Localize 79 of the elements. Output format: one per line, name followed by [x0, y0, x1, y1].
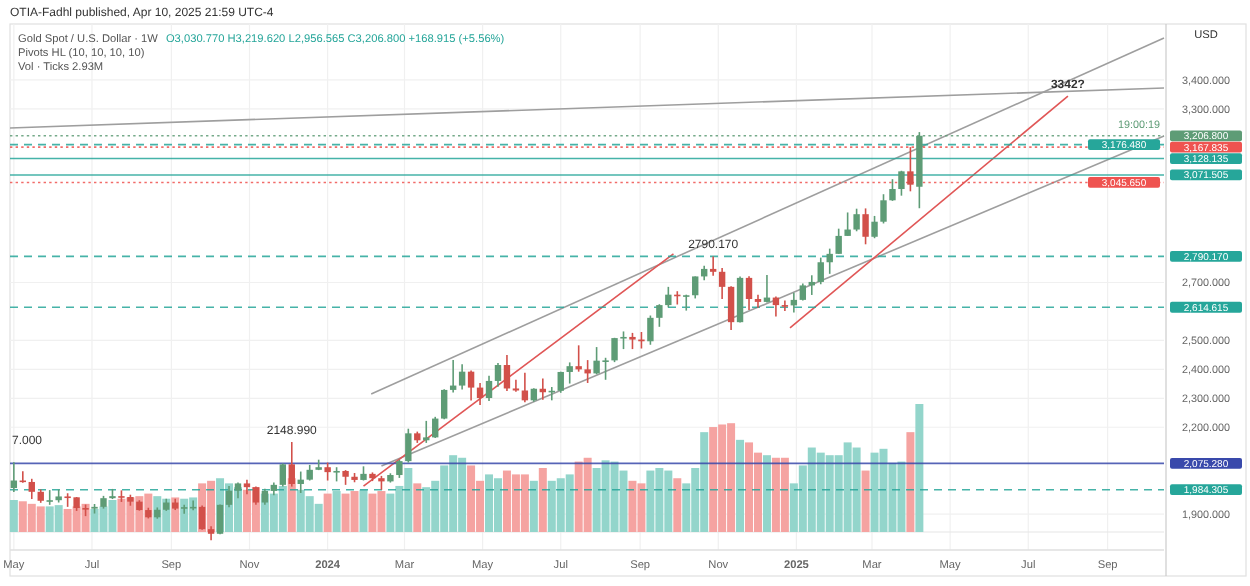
bar — [762, 455, 771, 532]
candlestick — [781, 299, 789, 312]
candlestick — [862, 207, 869, 246]
bar — [673, 478, 682, 532]
bar — [709, 427, 718, 532]
candlestick — [736, 275, 744, 324]
candlestick — [647, 314, 654, 346]
candlestick — [405, 427, 412, 464]
bar — [117, 498, 126, 532]
bar — [852, 447, 861, 532]
candlestick — [494, 362, 502, 388]
bar — [36, 506, 45, 532]
candlestick — [709, 255, 717, 277]
bar — [915, 404, 924, 532]
candlestick — [745, 275, 753, 311]
bar — [359, 489, 368, 532]
bar — [745, 442, 754, 532]
candlestick — [584, 359, 591, 384]
bar — [879, 448, 888, 532]
bar — [538, 468, 547, 532]
bar — [628, 480, 637, 532]
candlestick — [566, 361, 573, 385]
candlestick — [844, 211, 851, 237]
candlestick — [503, 354, 511, 392]
candlestick — [665, 286, 672, 309]
candlestick — [907, 146, 914, 193]
bar — [619, 470, 628, 532]
candlestick — [889, 178, 896, 202]
candlestick — [575, 344, 582, 373]
candlestick — [521, 372, 529, 404]
candlestick — [683, 293, 690, 312]
bar — [350, 491, 359, 532]
candlestick — [718, 267, 726, 300]
candlestick — [656, 303, 663, 328]
candlestick — [817, 256, 824, 286]
bar — [736, 439, 745, 532]
candlestick — [432, 416, 439, 439]
candlestick — [485, 374, 493, 402]
bar — [467, 465, 476, 532]
bar — [493, 478, 502, 532]
candlestick — [853, 207, 860, 233]
candlestick — [28, 477, 35, 500]
bar — [413, 483, 422, 532]
candlestick — [835, 227, 842, 255]
bar — [529, 480, 538, 532]
bar — [485, 474, 494, 532]
candlestick — [467, 369, 475, 402]
candlestick — [727, 285, 735, 331]
bar — [583, 457, 592, 532]
bar — [520, 474, 529, 532]
bar — [278, 485, 287, 532]
bar — [54, 505, 63, 532]
candlestick — [458, 363, 466, 391]
candlestick — [440, 388, 448, 420]
bar — [565, 474, 574, 532]
candlestick — [692, 275, 699, 300]
candlestick — [423, 420, 430, 444]
bar — [332, 491, 341, 532]
candlestick — [180, 504, 188, 515]
candlestick — [46, 489, 53, 506]
bar — [90, 508, 99, 532]
bar — [386, 493, 395, 532]
candlestick — [754, 293, 762, 309]
bar — [422, 487, 431, 532]
bar — [861, 470, 870, 532]
candlestick — [476, 382, 484, 406]
candlestick — [512, 378, 520, 393]
candlestick — [898, 169, 905, 197]
candlestick — [396, 458, 403, 479]
candlestick — [880, 193, 887, 225]
bar — [9, 500, 18, 532]
bar — [99, 506, 108, 532]
bar — [646, 470, 655, 532]
bar — [780, 457, 789, 532]
bar — [906, 432, 915, 532]
candlestick — [871, 215, 878, 240]
bar — [323, 493, 332, 532]
bar — [368, 493, 377, 532]
bar — [314, 503, 323, 532]
